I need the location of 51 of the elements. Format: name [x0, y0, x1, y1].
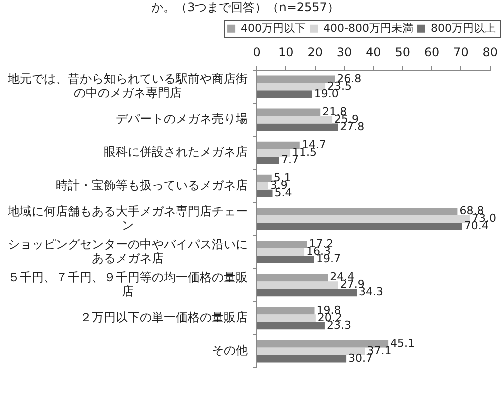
y-tick-label: ショッピングセンターの中やバイパス沿いにあるメガネ店 [8, 237, 248, 266]
x-tick-label: 0 [253, 45, 261, 60]
y-tick-label: 時計・宝飾等も扱っているメガネ店 [56, 178, 248, 192]
legend-label: 400-800万円未満 [324, 22, 414, 35]
bar [258, 90, 312, 98]
bar [258, 322, 325, 330]
x-tick-label: 20 [308, 45, 323, 60]
bar [258, 307, 315, 315]
bar [258, 340, 389, 348]
y-tick-label: デパートのメガネ売り場 [116, 112, 248, 126]
bar [258, 222, 462, 230]
x-tick-label: 70 [454, 45, 469, 60]
bar [258, 83, 326, 91]
y-tick-label: 眼科に併設されたメガネ店 [104, 145, 248, 160]
bar [258, 289, 358, 297]
y-tick-label: 地域に何店舗もある大手メガネ専門店チェーン [7, 204, 248, 232]
x-tick-label: 60 [424, 45, 440, 60]
bar [258, 282, 338, 290]
data-label: 45.1 [390, 336, 416, 350]
bar [258, 149, 291, 157]
data-label: 34.3 [359, 286, 384, 299]
y-tick-label: ５千円、７千円、９千円等の均一価格の量販店 [8, 270, 248, 298]
bar [258, 256, 314, 264]
x-tick-label: 50 [395, 45, 410, 60]
bar [258, 116, 333, 124]
bar [258, 156, 280, 164]
bar [258, 108, 321, 116]
legend-label: 800万円以上 [431, 22, 496, 35]
bar [258, 274, 328, 282]
bar [258, 208, 458, 216]
bar [258, 124, 338, 132]
x-tick-label: 40 [366, 45, 382, 60]
bar [258, 142, 300, 150]
bar [258, 76, 336, 84]
x-tick-label: 80 [482, 45, 498, 60]
bar [258, 355, 347, 363]
bar [258, 182, 268, 190]
y-tick-label: 地元では、昔から知られている駅前や商店街の中のメガネ専門店 [7, 72, 248, 100]
bar [258, 348, 366, 356]
bar [258, 215, 470, 223]
bar [258, 174, 272, 182]
legend-label: 400万円以下 [241, 22, 306, 35]
x-tick-label: 30 [336, 45, 352, 60]
x-tick-label: 10 [278, 45, 294, 60]
y-tick-label: その他 [212, 344, 248, 358]
bar [258, 314, 316, 322]
y-tick-label: ２万円以下の単一価格の量販店 [80, 310, 248, 325]
bar [258, 241, 308, 249]
bar [258, 190, 273, 198]
chart-title: か。（3つまで回答）（n=2557） [152, 0, 340, 14]
bar [258, 248, 305, 256]
